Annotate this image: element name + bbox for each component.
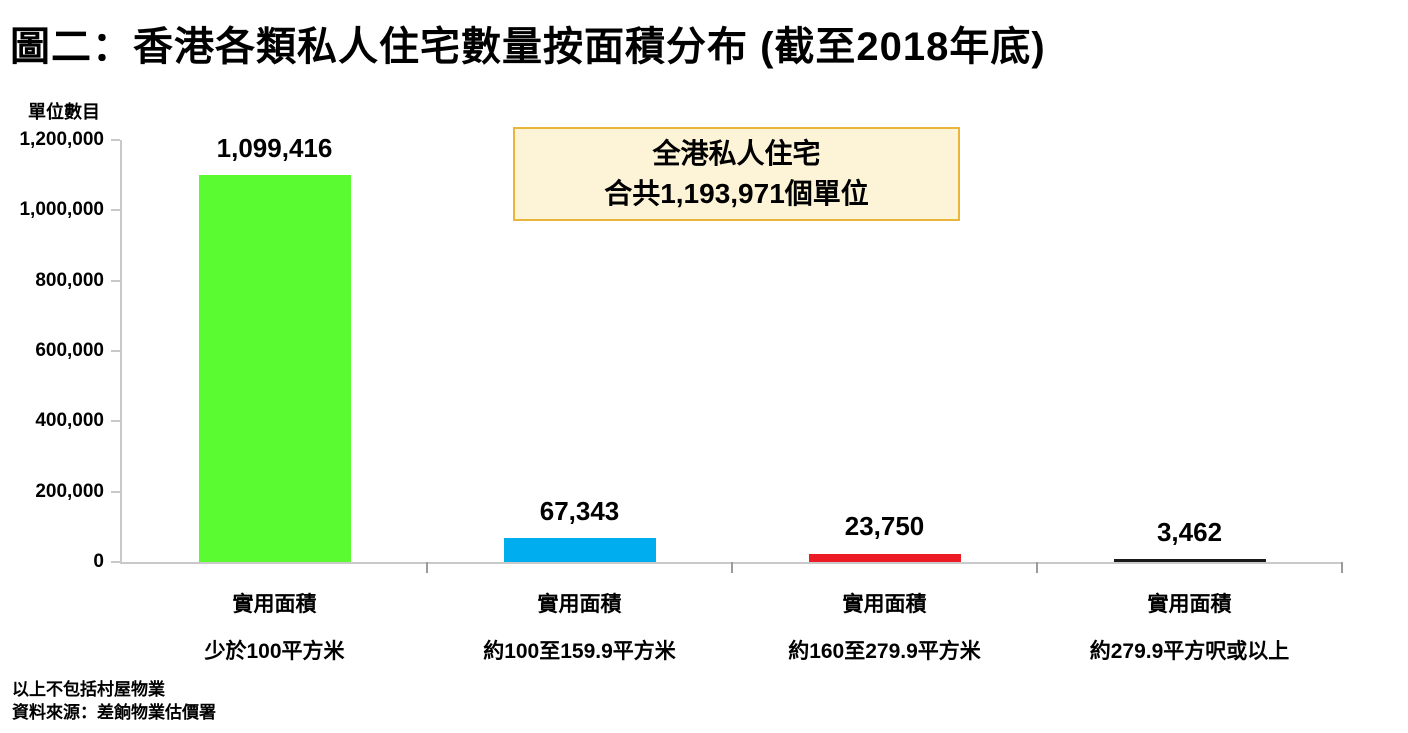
x-tick-mark <box>731 562 733 573</box>
bar <box>808 553 961 562</box>
annotation-line2: 合共1,193,971個單位 <box>604 178 869 209</box>
x-category-label: 實用面積約279.9平方呎或以上 <box>1090 588 1290 665</box>
y-tick-label: 0 <box>93 551 104 572</box>
x-category-label-line1: 實用面積 <box>842 593 927 616</box>
y-tick-mark <box>111 139 120 141</box>
y-tick-label: 800,000 <box>35 269 104 291</box>
footnote-exclusion: 以上不包括村屋物業 <box>12 680 165 699</box>
x-category-label-line1: 實用面積 <box>537 593 622 616</box>
y-tick-label: 200,000 <box>35 480 104 502</box>
chart-title: 圖二：香港各類私人住宅數量按面積分布 (截至2018年底) <box>10 25 1046 69</box>
x-tick-mark <box>1036 562 1038 573</box>
x-category-label: 實用面積少於100平方米 <box>204 588 344 665</box>
x-category-label-line2: 約100至159.9平方米 <box>483 640 676 663</box>
footnote-source: 資料來源：差餉物業估價署 <box>12 703 216 722</box>
x-category-label: 實用面積約100至159.9平方米 <box>483 588 676 665</box>
y-axis-title: 單位數目 <box>28 102 100 122</box>
bar-value-label: 23,750 <box>844 511 925 542</box>
bar <box>1113 559 1266 562</box>
plot-area: 0 200,000 400,000 600,000 800,000 1,000,000 1,… <box>19 129 1343 663</box>
bar <box>503 538 656 562</box>
bar <box>198 175 351 562</box>
x-category-label-line1: 實用面積 <box>232 593 317 616</box>
bar-value-label: 3,462 <box>1156 516 1223 547</box>
y-tick-label: 600,000 <box>35 340 104 361</box>
bar-value-label: 67,343 <box>539 496 620 527</box>
x-category-label-line1: 實用面積 <box>1147 593 1232 616</box>
y-tick-mark <box>111 420 120 423</box>
y-tick-mark <box>111 561 120 563</box>
y-tick-mark <box>111 279 120 282</box>
y-tick-label: 400,000 <box>35 410 104 432</box>
x-category-label: 實用面積約160至279.9平方米 <box>788 588 981 665</box>
y-tick-mark <box>111 209 120 212</box>
annotation-line1: 全港私人住宅 <box>652 138 821 169</box>
x-tick-mark <box>1341 562 1343 573</box>
annotation-box: 全港私人住宅 合共1,193,971個單位 <box>513 127 960 221</box>
bar-value-label: 1,099,416 <box>216 133 333 164</box>
x-category-label-line2: 少於100平方米 <box>204 640 345 663</box>
x-category-label-line2: 約160至279.9平方米 <box>788 640 981 663</box>
y-tick-label: 1,000,000 <box>19 199 104 221</box>
x-category-label-line2: 約279.9平方呎或以上 <box>1089 640 1290 663</box>
footnotes: 以上不包括村屋物業 資料來源：差餉物業估價署 <box>12 678 216 724</box>
y-tick-mark <box>111 350 120 352</box>
y-tick-mark <box>111 490 120 493</box>
y-tick-label: 1,200,000 <box>19 129 104 150</box>
x-tick-mark <box>426 562 428 573</box>
